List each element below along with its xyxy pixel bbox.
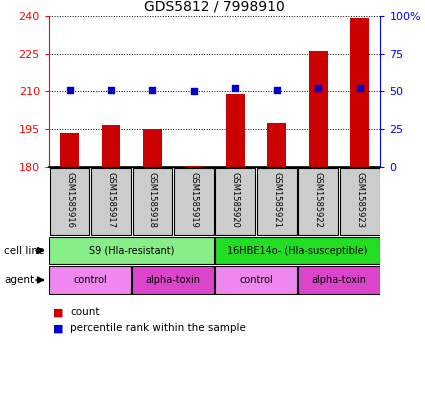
Bar <box>184 166 203 167</box>
Point <box>273 87 280 93</box>
Text: alpha-toxin: alpha-toxin <box>312 275 366 285</box>
Text: GSM1585922: GSM1585922 <box>314 172 323 228</box>
Text: GSM1585920: GSM1585920 <box>231 172 240 228</box>
Bar <box>340 168 380 235</box>
Bar <box>298 266 380 294</box>
Title: GDS5812 / 7998910: GDS5812 / 7998910 <box>144 0 285 13</box>
Bar <box>215 266 297 294</box>
Bar <box>226 94 245 167</box>
Text: control: control <box>239 275 273 285</box>
Text: percentile rank within the sample: percentile rank within the sample <box>70 323 246 333</box>
Point <box>190 88 197 94</box>
Bar <box>215 237 380 264</box>
Text: GSM1585923: GSM1585923 <box>355 172 364 228</box>
Text: ■: ■ <box>53 323 64 333</box>
Text: S9 (Hla-resistant): S9 (Hla-resistant) <box>89 246 174 255</box>
Bar <box>309 51 328 167</box>
Point <box>108 87 114 93</box>
Point <box>356 85 363 92</box>
Point <box>66 87 73 93</box>
Bar <box>174 168 214 235</box>
Bar <box>102 125 120 167</box>
Text: control: control <box>74 275 107 285</box>
Text: agent: agent <box>4 275 34 285</box>
Bar <box>143 129 162 167</box>
Bar <box>350 18 369 167</box>
Text: GSM1585917: GSM1585917 <box>107 172 116 228</box>
Bar <box>49 266 131 294</box>
Text: GSM1585918: GSM1585918 <box>148 172 157 228</box>
Text: cell line: cell line <box>4 246 45 255</box>
Bar <box>267 123 286 167</box>
Bar <box>215 168 255 235</box>
Text: GSM1585921: GSM1585921 <box>272 172 281 228</box>
Text: 16HBE14o- (Hla-susceptible): 16HBE14o- (Hla-susceptible) <box>227 246 368 255</box>
Text: ■: ■ <box>53 307 64 318</box>
Text: GSM1585916: GSM1585916 <box>65 172 74 228</box>
Text: GSM1585919: GSM1585919 <box>190 172 198 228</box>
Bar <box>50 168 90 235</box>
Bar <box>49 237 214 264</box>
Point <box>232 85 239 92</box>
Bar <box>91 168 131 235</box>
Bar <box>133 168 173 235</box>
Bar <box>298 168 338 235</box>
Text: count: count <box>70 307 99 318</box>
Text: alpha-toxin: alpha-toxin <box>146 275 201 285</box>
Bar <box>132 266 214 294</box>
Point <box>315 85 322 92</box>
Point <box>149 87 156 93</box>
Bar <box>60 133 79 167</box>
Bar <box>257 168 297 235</box>
